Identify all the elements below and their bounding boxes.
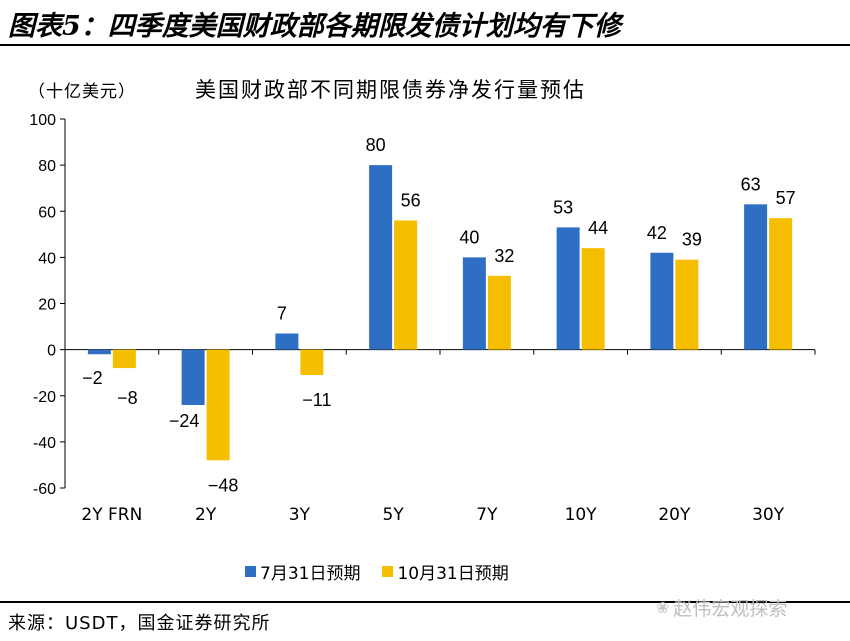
bar-series1 (744, 204, 768, 350)
y-tick-label: -60 (33, 481, 56, 498)
x-tick-label: 10Y (565, 505, 598, 525)
data-label-series1: −2 (82, 368, 103, 388)
data-label-series1: 40 (459, 227, 479, 247)
y-tick-label: 100 (29, 112, 56, 129)
figure-title: 图表5：四季度美国财政部各期限发债计划均有下修 (8, 11, 621, 42)
bar-series1 (275, 333, 299, 350)
legend-swatch-series1 (245, 566, 256, 577)
data-label-series1: 53 (553, 197, 573, 217)
data-label-series2: 56 (401, 190, 421, 210)
data-label-series1: −24 (169, 411, 200, 431)
data-label-series2: 57 (776, 188, 796, 208)
x-tick-label: 5Y (383, 505, 405, 525)
y-tick-label: 20 (38, 297, 56, 314)
x-tick-label: 20Y (658, 505, 691, 525)
data-label-series1: 80 (366, 135, 386, 155)
y-tick-label: 40 (38, 250, 56, 267)
legend-label-series1: 7月31日预期 (260, 564, 361, 584)
data-label-series1: 42 (647, 223, 667, 243)
legend-item-series2: 10月31日预期 (382, 559, 509, 584)
x-tick-label: 2Y FRN (81, 505, 142, 525)
bar-series1 (181, 349, 205, 405)
bar-series2 (769, 218, 793, 350)
data-label-series1: 63 (741, 174, 761, 194)
x-tick-label: 3Y (289, 505, 311, 525)
y-tick-label: 60 (38, 204, 56, 221)
y-tick-label: -40 (33, 435, 56, 452)
y-tick-label: 80 (38, 158, 56, 175)
watermark: ❀ 赵伟宏观探索 (656, 594, 787, 621)
bar-series1 (369, 165, 393, 350)
bar-series2 (206, 349, 230, 461)
chart-legend: 7月31日预期 10月31日预期 (245, 559, 509, 584)
source-note: 来源：USDT，国金证券研究所 (8, 613, 271, 634)
x-tick-label: 30Y (752, 505, 785, 525)
legend-label-series2: 10月31日预期 (397, 564, 509, 584)
x-tick-label: 7Y (476, 505, 498, 525)
watermark-text: 赵伟宏观探索 (673, 598, 788, 620)
data-label-series2: −8 (117, 388, 138, 408)
legend-item-series1: 7月31日预期 (245, 559, 360, 584)
bar-series2 (300, 349, 324, 375)
bar-series1 (650, 252, 674, 350)
data-label-series1: 7 (277, 303, 287, 323)
data-label-series2: −48 (208, 475, 239, 495)
y-tick-label: -20 (33, 389, 56, 406)
bar-series1 (462, 257, 486, 350)
top-rule (0, 44, 850, 46)
bar-series2 (487, 275, 511, 350)
legend-swatch-series2 (382, 566, 394, 577)
x-tick-label: 2Y (195, 505, 217, 525)
data-label-series2: −11 (302, 390, 331, 410)
bar-chart: 100 80 60 40 20 0 -20 -40 -60 2Y FRN −2 −8 2Y −24 −48 3… (29, 112, 816, 525)
bar-series1 (87, 349, 111, 355)
bar-series2 (112, 349, 136, 369)
wechat-icon: ❀ (656, 598, 670, 617)
bottom-rule (0, 601, 850, 603)
bar-series1 (556, 227, 580, 350)
data-label-series2: 32 (494, 246, 514, 266)
bar-series2 (675, 259, 699, 350)
data-label-series2: 39 (682, 230, 702, 250)
data-label-series2: 44 (588, 218, 608, 238)
bar-series2 (581, 248, 605, 350)
bar-series2 (394, 220, 418, 350)
unit-label: （十亿美元） (28, 82, 136, 102)
y-tick-label: 0 (47, 343, 56, 360)
chart-title: 美国财政部不同期限债券净发行量预估 (195, 78, 586, 102)
